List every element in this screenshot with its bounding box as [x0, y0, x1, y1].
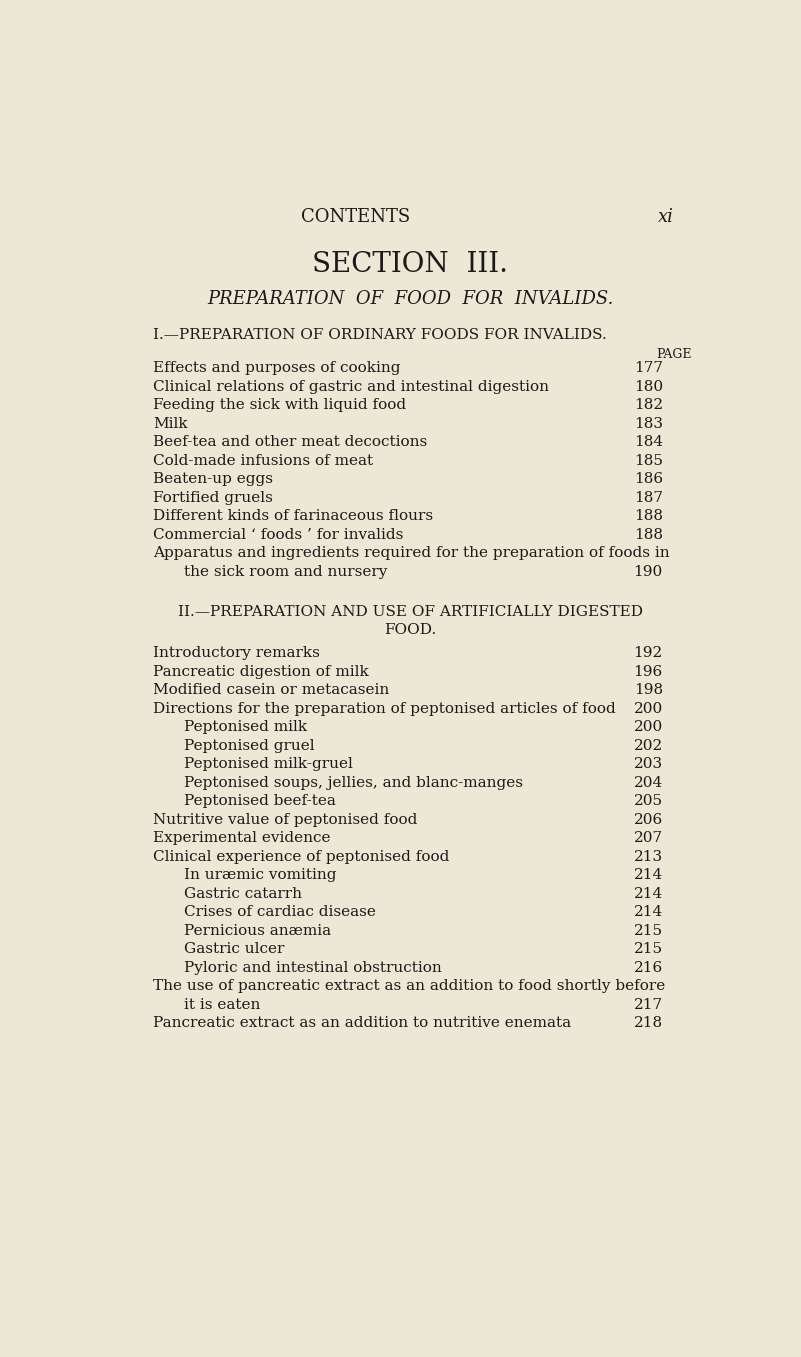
Text: PREPARATION  OF  FOOD  FOR  INVALIDS.: PREPARATION OF FOOD FOR INVALIDS.: [207, 290, 614, 308]
Text: 204: 204: [634, 776, 662, 790]
Text: Cold-made infusions of meat: Cold-made infusions of meat: [153, 453, 373, 468]
Text: Beef-tea and other meat decoctions: Beef-tea and other meat decoctions: [153, 436, 427, 449]
Text: 214: 214: [634, 868, 662, 882]
Text: Clinical experience of peptonised food: Clinical experience of peptonised food: [153, 849, 449, 863]
Text: 216: 216: [634, 961, 662, 974]
Text: xi: xi: [658, 208, 674, 225]
Text: 183: 183: [634, 417, 662, 432]
Text: Introductory remarks: Introductory remarks: [153, 646, 320, 661]
Text: Beaten-up eggs: Beaten-up eggs: [153, 472, 273, 486]
Text: 188: 188: [634, 528, 662, 541]
Text: Peptonised milk: Peptonised milk: [183, 721, 307, 734]
Text: 184: 184: [634, 436, 662, 449]
Text: 185: 185: [634, 453, 662, 468]
Text: II.—PREPARATION AND USE OF ARTIFICIALLY DIGESTED: II.—PREPARATION AND USE OF ARTIFICIALLY …: [178, 605, 642, 619]
Text: 190: 190: [634, 565, 662, 579]
Text: 187: 187: [634, 491, 662, 505]
Text: 186: 186: [634, 472, 662, 486]
Text: PAGE: PAGE: [657, 347, 692, 361]
Text: Pancreatic extract as an addition to nutritive enemata: Pancreatic extract as an addition to nut…: [153, 1016, 571, 1030]
Text: 196: 196: [634, 665, 662, 678]
Text: 214: 214: [634, 905, 662, 919]
Text: 192: 192: [634, 646, 662, 661]
Text: it is eaten: it is eaten: [183, 997, 260, 1011]
Text: Peptonised milk-gruel: Peptonised milk-gruel: [183, 757, 352, 771]
Text: Clinical relations of gastric and intestinal digestion: Clinical relations of gastric and intest…: [153, 380, 549, 394]
Text: Modified casein or metacasein: Modified casein or metacasein: [153, 684, 389, 697]
Text: 202: 202: [634, 738, 662, 753]
Text: Feeding the sick with liquid food: Feeding the sick with liquid food: [153, 399, 406, 413]
Text: Apparatus and ingredients required for the preparation of foods in: Apparatus and ingredients required for t…: [153, 547, 670, 560]
Text: Milk: Milk: [153, 417, 187, 432]
Text: CONTENTS: CONTENTS: [301, 208, 410, 225]
Text: 177: 177: [634, 361, 662, 376]
Text: Gastric catarrh: Gastric catarrh: [183, 886, 302, 901]
Text: Gastric ulcer: Gastric ulcer: [183, 942, 284, 957]
Text: Crises of cardiac disease: Crises of cardiac disease: [183, 905, 376, 919]
Text: 206: 206: [634, 813, 662, 826]
Text: 215: 215: [634, 942, 662, 957]
Text: 200: 200: [634, 721, 662, 734]
Text: 213: 213: [634, 849, 662, 863]
Text: In uræmic vomiting: In uræmic vomiting: [183, 868, 336, 882]
Text: Peptonised beef-tea: Peptonised beef-tea: [183, 794, 336, 809]
Text: Nutritive value of peptonised food: Nutritive value of peptonised food: [153, 813, 417, 826]
Text: 207: 207: [634, 832, 662, 845]
Text: The use of pancreatic extract as an addition to food shortly before: The use of pancreatic extract as an addi…: [153, 978, 665, 993]
Text: Fortified gruels: Fortified gruels: [153, 491, 272, 505]
Text: the sick room and nursery: the sick room and nursery: [183, 565, 387, 579]
Text: 188: 188: [634, 509, 662, 524]
Text: FOOD.: FOOD.: [384, 623, 437, 638]
Text: Directions for the preparation of peptonised articles of food: Directions for the preparation of pepton…: [153, 702, 616, 716]
Text: Peptonised gruel: Peptonised gruel: [183, 738, 315, 753]
Text: Commercial ‘ foods ’ for invalids: Commercial ‘ foods ’ for invalids: [153, 528, 403, 541]
Text: 200: 200: [634, 702, 662, 716]
Text: 215: 215: [634, 924, 662, 938]
Text: 203: 203: [634, 757, 662, 771]
Text: 214: 214: [634, 886, 662, 901]
Text: Effects and purposes of cooking: Effects and purposes of cooking: [153, 361, 400, 376]
Text: Different kinds of farinaceous flours: Different kinds of farinaceous flours: [153, 509, 433, 524]
Text: 182: 182: [634, 399, 662, 413]
Text: Pernicious anæmia: Pernicious anæmia: [183, 924, 331, 938]
Text: 198: 198: [634, 684, 662, 697]
Text: Experimental evidence: Experimental evidence: [153, 832, 330, 845]
Text: SECTION  III.: SECTION III.: [312, 251, 508, 278]
Text: 180: 180: [634, 380, 662, 394]
Text: Pyloric and intestinal obstruction: Pyloric and intestinal obstruction: [183, 961, 441, 974]
Text: 205: 205: [634, 794, 662, 809]
Text: I.—PREPARATION OF ORDINARY FOODS FOR INVALIDS.: I.—PREPARATION OF ORDINARY FOODS FOR INV…: [153, 328, 606, 342]
Text: Peptonised soups, jellies, and blanc­manges: Peptonised soups, jellies, and blanc­man…: [183, 776, 523, 790]
Text: 217: 217: [634, 997, 662, 1011]
Text: Pancreatic digestion of milk: Pancreatic digestion of milk: [153, 665, 368, 678]
Text: 218: 218: [634, 1016, 662, 1030]
